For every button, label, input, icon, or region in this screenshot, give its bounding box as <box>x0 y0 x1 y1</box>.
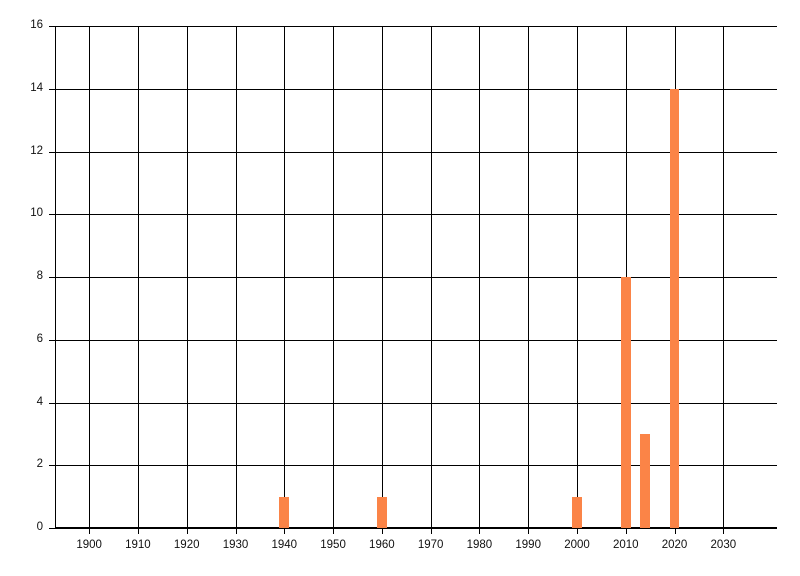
y-tick-label-12: 12 <box>30 144 43 157</box>
y-tick-mark <box>49 465 55 467</box>
y-tick-label-2: 2 <box>36 458 43 471</box>
x-tick-label-2010: 2010 <box>612 539 639 551</box>
gridline-x-1950 <box>333 26 335 528</box>
x-tick-label-1900: 1900 <box>76 539 102 551</box>
gridline-x-1930 <box>235 26 237 528</box>
x-tick-label-1940: 1940 <box>271 539 298 551</box>
x-tick-label-1920: 1920 <box>173 539 200 551</box>
bar-2000 <box>572 496 582 528</box>
gridline-x-1990 <box>528 26 530 528</box>
gridline-x-2030 <box>723 26 725 528</box>
y-tick-mark <box>49 402 55 404</box>
plot-area <box>55 26 777 529</box>
gridline-x-1910 <box>137 26 139 528</box>
y-tick-label-16: 16 <box>30 19 43 31</box>
x-tick-mark <box>235 528 237 534</box>
x-tick-label-1970: 1970 <box>417 539 444 551</box>
gridline-y-14 <box>55 88 777 90</box>
x-tick-mark <box>674 528 676 534</box>
y-tick-label-0: 0 <box>36 521 43 533</box>
gridline-y-12 <box>55 151 777 153</box>
y-tick-label-4: 4 <box>36 395 43 408</box>
y-tick-mark <box>49 214 55 216</box>
y-tick-mark <box>49 528 55 529</box>
gridline-x-2000 <box>576 26 578 528</box>
x-tick-mark <box>186 528 188 534</box>
bar-2014 <box>640 433 651 528</box>
plot-top-border <box>55 26 777 27</box>
x-tick-mark <box>576 528 578 534</box>
x-tick-mark <box>137 528 139 534</box>
x-axis-line <box>55 527 777 528</box>
x-tick-mark <box>625 528 627 534</box>
x-tick-mark <box>381 528 383 534</box>
gridline-y-6 <box>55 339 777 341</box>
x-tick-label-1950: 1950 <box>320 539 346 551</box>
y-tick-label-14: 14 <box>30 81 43 94</box>
gridline-x-1940 <box>284 26 286 528</box>
x-tick-mark <box>333 528 335 534</box>
x-tick-label-1960: 1960 <box>369 539 395 551</box>
bar-1940 <box>279 496 290 528</box>
x-tick-label-2000: 2000 <box>564 539 590 551</box>
x-tick-label-2030: 2030 <box>710 539 737 551</box>
y-tick-mark <box>49 88 55 90</box>
bar-1960 <box>376 496 387 528</box>
gridline-x-1980 <box>479 26 481 528</box>
bar-2010 <box>620 277 631 528</box>
gridline-y-2 <box>55 465 777 467</box>
gridline-y-8 <box>55 277 777 278</box>
gridline-x-1970 <box>430 26 432 528</box>
bar-2020 <box>669 88 680 528</box>
y-tick-label-8: 8 <box>36 270 43 282</box>
y-tick-mark <box>49 339 55 341</box>
x-tick-mark <box>528 528 530 534</box>
y-axis-line <box>55 26 56 528</box>
x-tick-mark <box>284 528 286 534</box>
gridline-y-10 <box>55 214 777 216</box>
x-tick-label-1930: 1930 <box>222 539 249 551</box>
y-tick-label-6: 6 <box>36 332 43 345</box>
gridline-y-4 <box>55 402 777 404</box>
y-tick-label-10: 10 <box>30 207 43 220</box>
gridline-y-0 <box>55 528 777 529</box>
y-tick-mark <box>49 26 55 27</box>
x-tick-mark <box>479 528 481 534</box>
x-tick-label-1980: 1980 <box>466 539 493 551</box>
x-tick-mark <box>89 528 91 534</box>
gridline-x-1960 <box>381 26 383 528</box>
y-tick-mark <box>49 277 55 278</box>
x-tick-mark <box>430 528 432 534</box>
gridline-x-1900 <box>89 26 91 528</box>
x-tick-mark <box>723 528 725 534</box>
x-tick-label-2020: 2020 <box>661 539 688 551</box>
x-tick-label-1910: 1910 <box>125 539 151 551</box>
y-tick-mark <box>49 151 55 153</box>
gridline-x-1920 <box>186 26 188 528</box>
x-tick-label-1990: 1990 <box>515 539 541 551</box>
